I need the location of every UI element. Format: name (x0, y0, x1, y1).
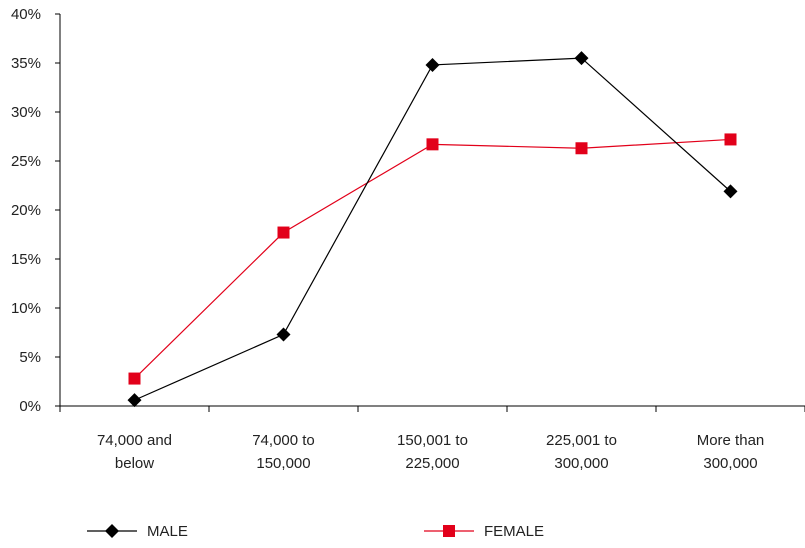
legend-item-female: FEMALE (424, 523, 544, 540)
x-category-label-line: below (115, 455, 154, 472)
x-category-label: 225,001 to 300,000 (546, 432, 617, 472)
data-point-female (426, 138, 439, 151)
series-layer (127, 51, 738, 408)
series-line-female (134, 138, 731, 379)
x-category-label: More than 300,000 (697, 432, 765, 472)
x-axis-ticks: 74,000 and below 74,000 to 150,000 150,001 t… (59, 406, 805, 472)
x-category-label-line: 300,000 (703, 455, 757, 472)
x-category-label: 150,001 to 225,000 (397, 432, 468, 472)
x-category-label-line: 74,000 to (252, 432, 315, 449)
y-tick-label: 20% (11, 202, 41, 219)
x-category-label-line: 225,000 (405, 455, 459, 472)
legend-label-female: FEMALE (484, 523, 544, 540)
legend-marker-male (105, 524, 119, 538)
legend: MALE FEMALE (87, 523, 544, 540)
y-tick-label: 10% (11, 300, 41, 317)
data-point-male (574, 51, 589, 66)
y-axis-ticks: 0% 5% 10% 15% 20% 25% 30% 35% 40% (11, 6, 60, 415)
y-tick-label: 5% (19, 349, 41, 366)
data-point-female (277, 226, 290, 239)
x-category-label-line: 300,000 (554, 455, 608, 472)
x-category-label-line: 225,001 to (546, 432, 617, 449)
x-category-label: 74,000 to 150,000 (252, 432, 315, 472)
data-point-female (724, 133, 737, 146)
series-male (127, 51, 738, 408)
legend-item-male: MALE (87, 523, 188, 540)
y-tick-label: 30% (11, 104, 41, 121)
data-point-female (128, 372, 141, 385)
data-point-male (276, 327, 291, 342)
chart-axes (59, 14, 805, 407)
x-category-label-line: 74,000 and (97, 432, 172, 449)
series-line-male (134, 57, 731, 401)
data-point-male (723, 184, 738, 199)
data-point-male (425, 57, 440, 72)
x-category-label: 74,000 and below (97, 432, 172, 472)
y-tick-label: 40% (11, 6, 41, 23)
x-category-label-line: More than (697, 432, 765, 449)
y-tick-label: 35% (11, 55, 41, 72)
data-point-male (127, 393, 142, 408)
series-female (128, 133, 737, 385)
legend-label-male: MALE (147, 523, 188, 540)
data-point-female (575, 142, 588, 155)
y-tick-label: 25% (11, 153, 41, 170)
y-tick-label: 15% (11, 251, 41, 268)
x-category-label-line: 150,001 to (397, 432, 468, 449)
y-tick-label: 0% (19, 398, 41, 415)
legend-marker-female (443, 525, 455, 537)
x-category-label-line: 150,000 (256, 455, 310, 472)
